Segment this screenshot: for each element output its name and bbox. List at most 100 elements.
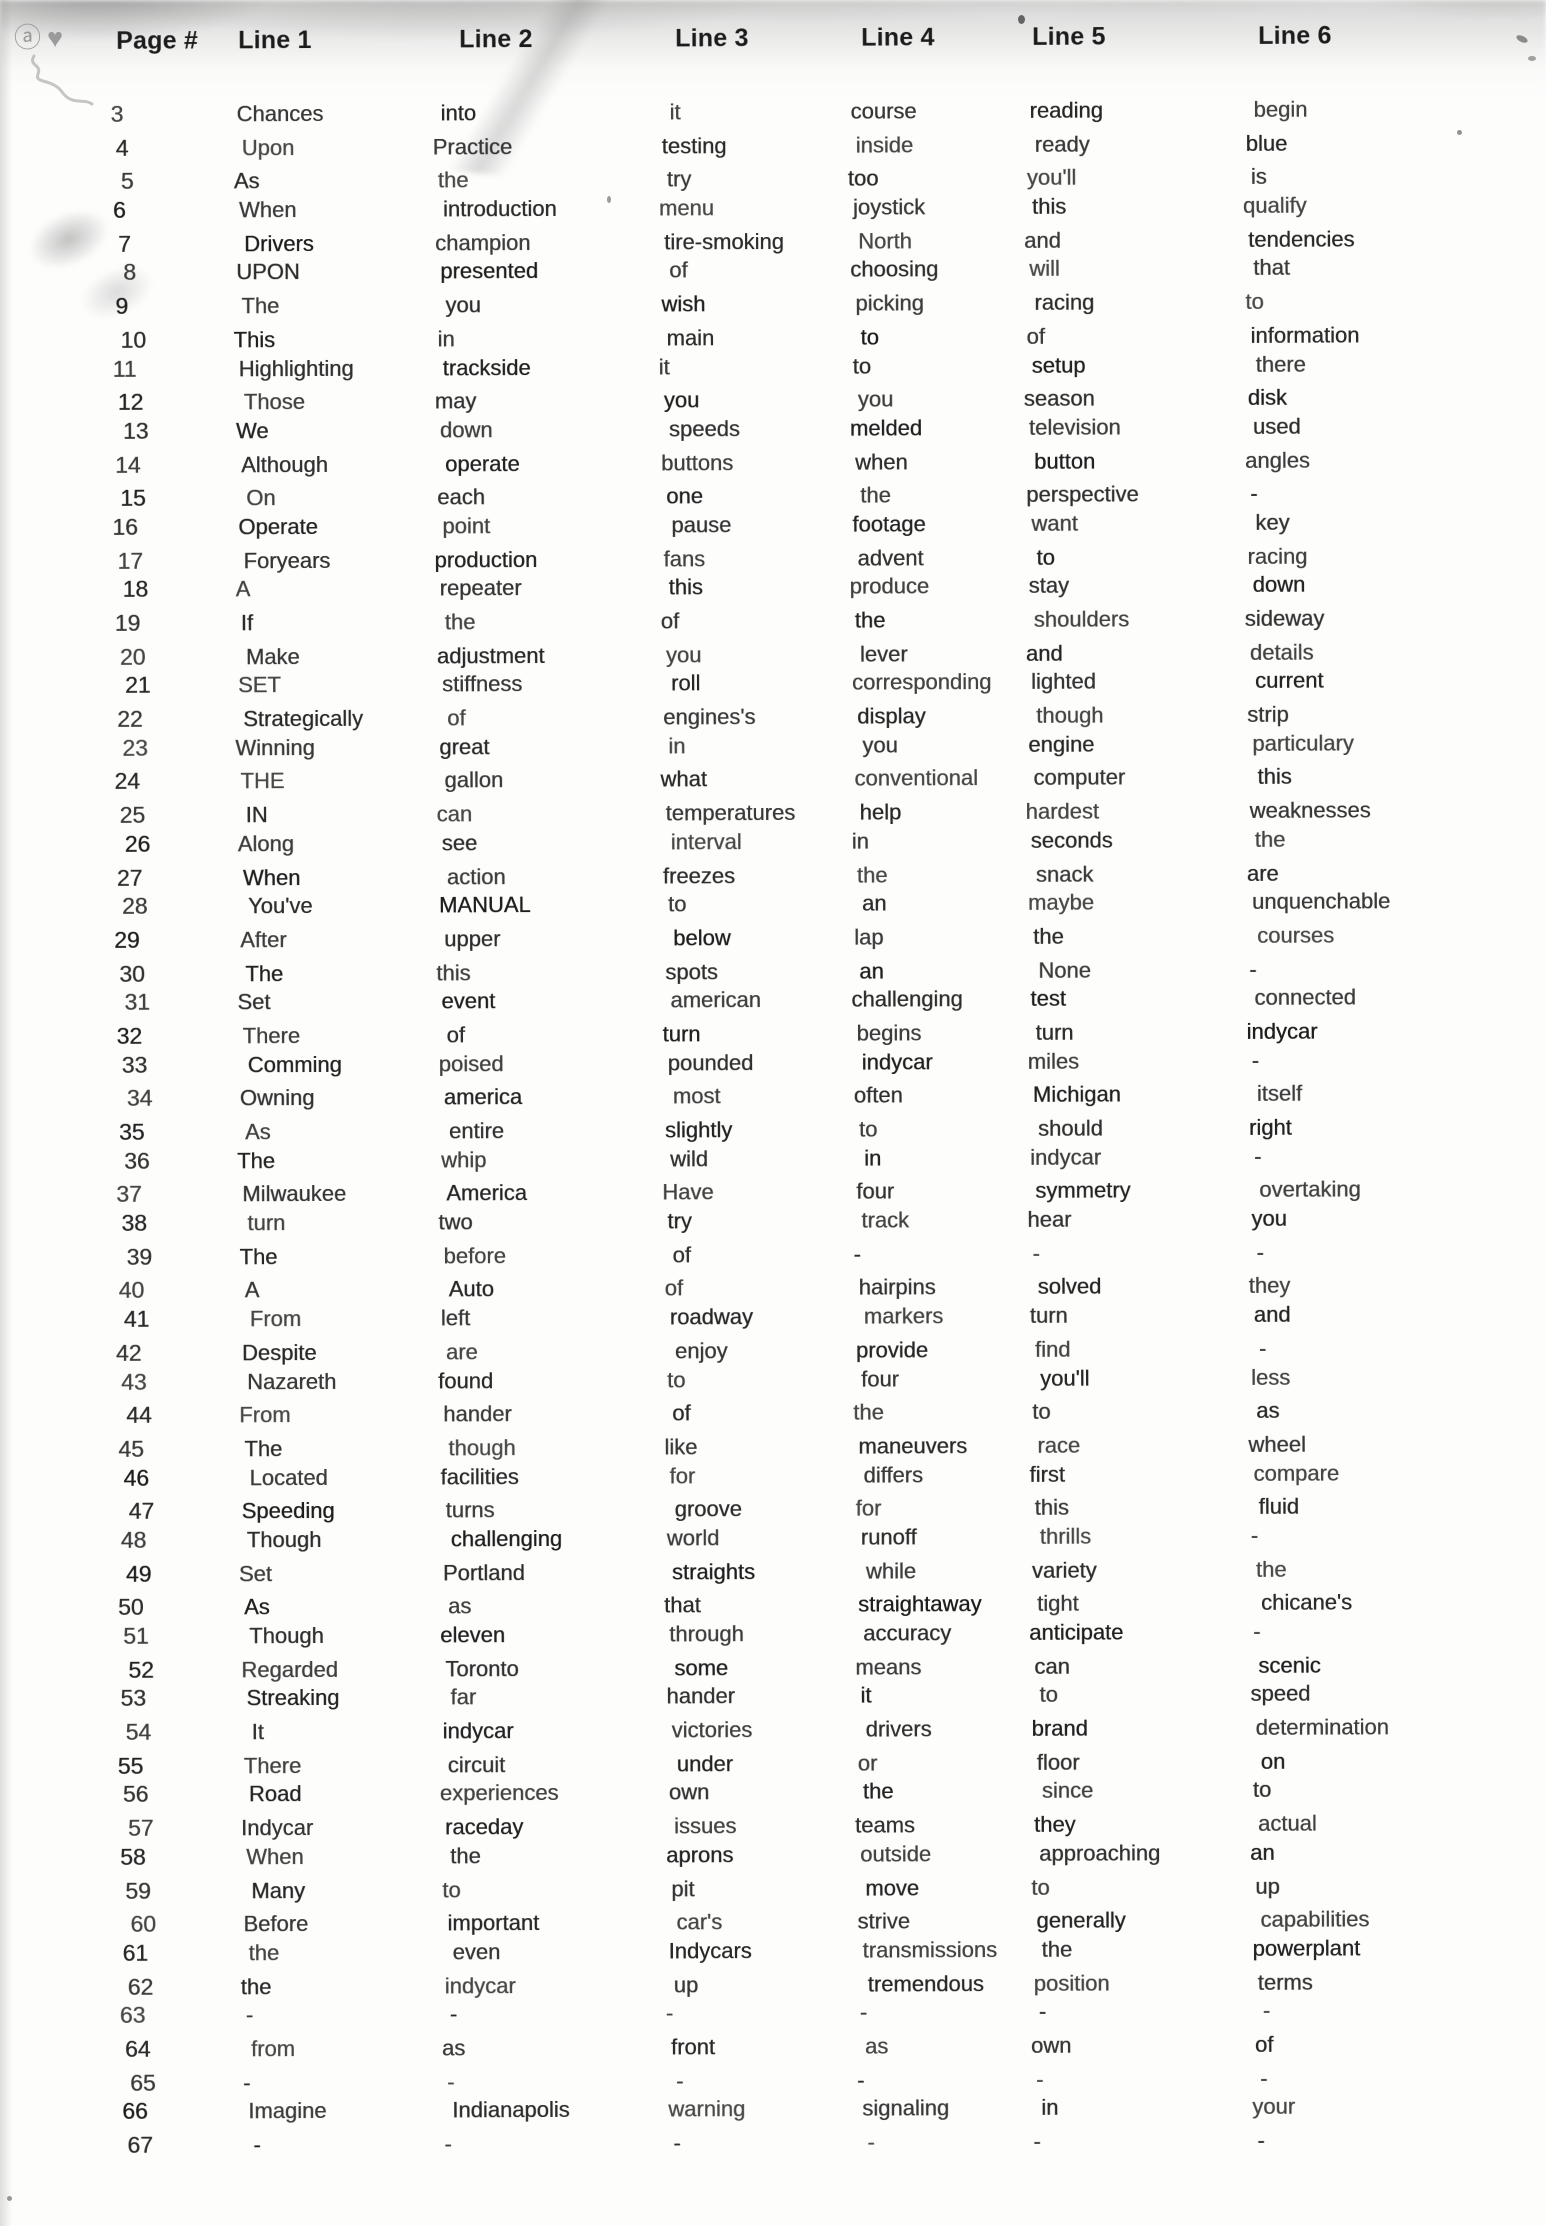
word-cell: particulary (1252, 730, 1354, 756)
word-cell: in (668, 733, 686, 759)
page-number: 51 (123, 1622, 149, 1649)
word-cell: to (1245, 288, 1264, 315)
page-number: 27 (116, 864, 143, 891)
word-cell: there (1255, 351, 1306, 377)
word-cell: indycar (861, 1048, 933, 1075)
word-cell: Though (246, 1526, 322, 1553)
table-row: 64 from as front as own of (9, 2028, 1546, 2066)
word-cell: Practice (432, 133, 513, 160)
word-cell: to (667, 891, 687, 917)
word-cell: menu (658, 195, 715, 221)
word-cell: - (853, 1241, 861, 1267)
word-cell: Imagine (248, 2098, 327, 2124)
word-cell: far (450, 1684, 477, 1710)
word-cell: - (253, 2132, 261, 2158)
column-header-line-6: Line 6 (1258, 21, 1332, 50)
word-cell: of (1026, 323, 1045, 349)
page-number: 4 (115, 134, 129, 161)
page-number: 3 (110, 100, 124, 127)
word-cell: own (668, 1779, 710, 1805)
word-cell: circuit (447, 1751, 506, 1778)
word-cell: fans (663, 545, 706, 572)
word-cell: important (447, 1910, 540, 1936)
word-cell: that (663, 1592, 701, 1618)
word-cell: the (1033, 923, 1064, 949)
word-cell: Comming (247, 1051, 342, 1077)
word-cell: - (857, 2067, 865, 2093)
table-row: 59 Many to pit move to up (8, 1869, 1546, 1907)
word-cell: to (442, 1876, 461, 1902)
word-cell: Owning (239, 1085, 315, 1111)
page-number: 22 (117, 705, 143, 732)
word-cell: pounded (667, 1049, 754, 1076)
word-cell: Drivers (244, 230, 314, 257)
word-cell: MANUAL (438, 892, 531, 918)
page-number: 56 (122, 1781, 149, 1808)
word-cell: spots (665, 958, 718, 985)
word-cell: Streaking (246, 1685, 340, 1711)
table-row: 44 From hander of the to as (6, 1394, 1546, 1432)
word-cell: the (854, 607, 886, 633)
word-cell: groove (674, 1496, 742, 1522)
word-cell: though (1036, 702, 1104, 728)
word-cell: thrills (1039, 1523, 1092, 1549)
word-cell: most (672, 1083, 721, 1109)
word-cell: Speeding (241, 1498, 335, 1524)
word-cell: the (444, 609, 476, 635)
page-number: 31 (124, 988, 151, 1016)
page-number: 55 (117, 1752, 144, 1779)
word-cell: are (445, 1339, 478, 1365)
word-cell: it (658, 353, 670, 380)
word-cell: We (235, 418, 269, 444)
page-number: 52 (128, 1656, 154, 1683)
word-cell: picking (855, 290, 924, 316)
word-cell: before (443, 1242, 506, 1269)
word-cell: race (1037, 1432, 1081, 1458)
word-cell: - (1251, 1047, 1260, 1073)
word-cell: the (240, 1973, 272, 1999)
word-cell: transmissions (862, 1936, 998, 1963)
word-cell: Indycar (240, 1815, 314, 1841)
word-cell: differs (863, 1461, 924, 1488)
word-cell: - (1253, 1143, 1262, 1169)
word-cell: qualify (1242, 192, 1307, 219)
word-cell: Nazareth (246, 1368, 337, 1394)
word-cell: As (233, 168, 260, 194)
word-cell: approaching (1039, 1840, 1161, 1866)
word-cell: gallon (444, 767, 504, 793)
word-cell: outside (860, 1841, 932, 1867)
word-cell: footage (852, 511, 926, 537)
word-cell: some (674, 1654, 729, 1681)
word-cell: try (667, 1208, 692, 1234)
table-row: 24 THE gallon what conventional computer this (3, 760, 1546, 798)
word-cell: - (1032, 1240, 1040, 1266)
table-row: 54 It indycar victories drivers brand determin… (7, 1711, 1546, 1749)
word-cell: As (244, 1119, 271, 1145)
word-cell: in (863, 1145, 882, 1171)
word-cell: you'll (1026, 165, 1077, 191)
word-cell: facilities (440, 1463, 519, 1490)
word-cell: of (672, 1400, 691, 1426)
word-cell: The (245, 960, 284, 986)
word-cell: accuracy (863, 1620, 952, 1646)
word-cell: Chances (236, 100, 324, 127)
table-body: 3 Chances into it course reading begin 4 Upon Pra… (0, 95, 1546, 2161)
word-cell: A (244, 1277, 260, 1303)
word-cell: an (859, 958, 884, 984)
word-cell: and (1253, 1301, 1291, 1328)
word-cell: experiences (439, 1780, 559, 1806)
word-cell: - (1250, 1522, 1259, 1548)
word-cell: the (450, 1843, 481, 1869)
page-number: 46 (123, 1464, 150, 1491)
word-cell: as (447, 1593, 472, 1619)
word-cell: seconds (1030, 827, 1113, 853)
word-cell: corresponding (851, 669, 992, 696)
page-number: 5 (120, 168, 134, 195)
word-cell: you (445, 292, 481, 318)
word-cell: this (1031, 193, 1067, 219)
word-cell: introduction (442, 196, 557, 222)
word-cell: even (452, 1939, 501, 1965)
page-number: 65 (130, 2069, 156, 2096)
word-cell: shoulders (1033, 606, 1130, 632)
